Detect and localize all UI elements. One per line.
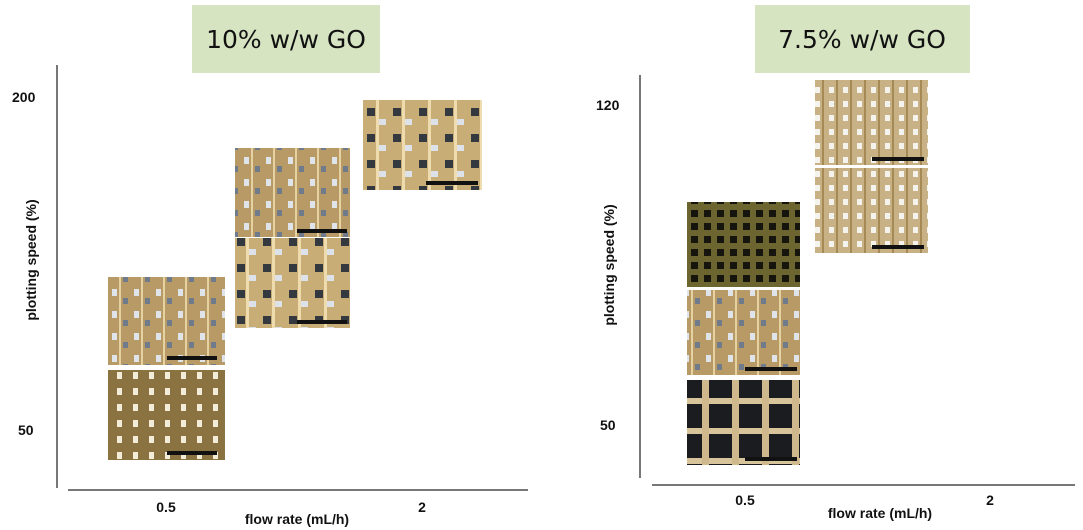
- x-axis-label: flow rate (mL/h): [245, 511, 349, 527]
- x-tick-label: 0.5: [735, 492, 755, 508]
- scale-bar: [872, 245, 924, 249]
- scale-bar: [745, 457, 797, 461]
- scale-bar: [745, 367, 797, 371]
- scale-bar: [872, 157, 924, 161]
- micrograph: [235, 238, 350, 328]
- y-tick-label: 50: [18, 422, 34, 438]
- scale-bar: [297, 229, 347, 233]
- figure: 10% w/w GO 200 50 plotting speed (%) 0.5…: [0, 0, 1083, 530]
- y-tick-label: 120: [596, 97, 620, 113]
- y-axis-label: plotting speed (%): [601, 204, 617, 325]
- y-tick-label: 200: [12, 89, 36, 105]
- scale-bar: [167, 356, 217, 360]
- micrographs: [108, 100, 482, 460]
- micrograph: [687, 380, 800, 465]
- micrograph: [108, 370, 225, 460]
- micrograph: [108, 277, 225, 365]
- micrograph: [687, 202, 800, 287]
- micrograph: [815, 80, 928, 165]
- scale-bar: [167, 451, 217, 455]
- panel-title: 7.5% w/w GO: [778, 25, 946, 54]
- micrographs: [687, 80, 928, 465]
- x-tick-label: 0.5: [156, 499, 176, 515]
- micrograph: [687, 290, 800, 375]
- micrograph: [815, 168, 928, 253]
- y-tick-label: 50: [600, 417, 616, 433]
- y-axis-label: plotting speed (%): [23, 199, 39, 320]
- scale-bar: [426, 181, 478, 185]
- micrograph: [235, 148, 350, 237]
- x-tick-label: 2: [418, 499, 426, 515]
- scale-bar: [297, 320, 347, 324]
- x-axis-label: flow rate (mL/h): [828, 505, 932, 521]
- x-tick-label: 2: [986, 492, 994, 508]
- micrograph: [363, 100, 482, 190]
- panel-title: 10% w/w GO: [206, 25, 366, 54]
